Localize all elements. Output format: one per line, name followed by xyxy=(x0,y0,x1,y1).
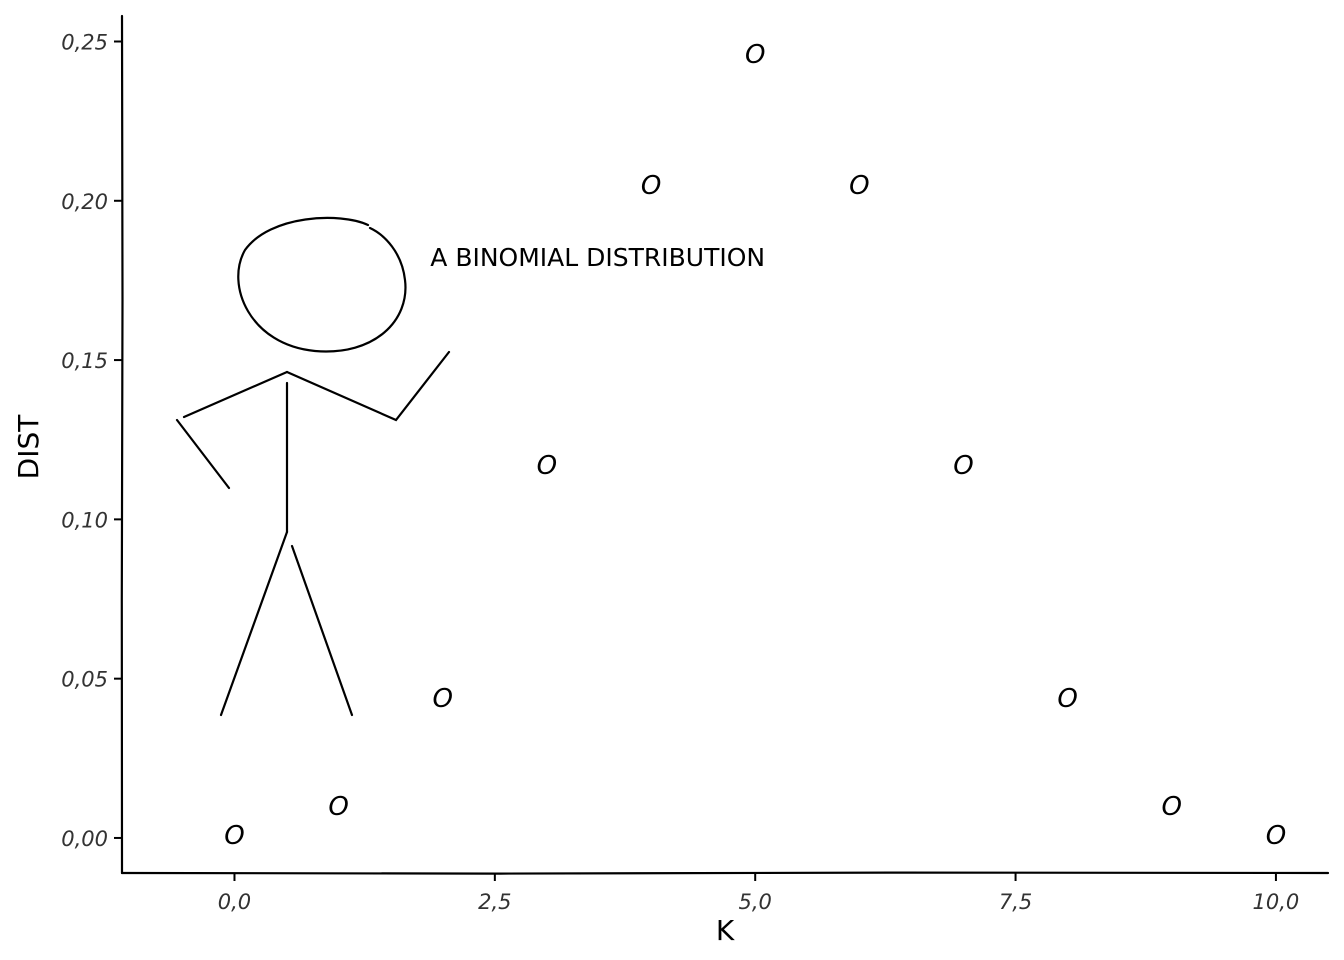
annotation-text: A BINOMIAL DISTRIBUTION xyxy=(430,243,765,272)
data-point: O xyxy=(1162,792,1182,822)
y-tick-label: 0,20 xyxy=(61,190,108,214)
data-point: O xyxy=(953,451,973,481)
data-point: O xyxy=(745,40,765,70)
y-tick-label: 0,05 xyxy=(61,668,108,692)
x-tick-label: 10,0 xyxy=(1253,890,1300,914)
y-tick-label: 0,15 xyxy=(61,349,108,373)
data-point: O xyxy=(537,451,557,481)
y-axis-line xyxy=(120,14,124,875)
data-point: O xyxy=(433,684,453,714)
axes xyxy=(120,14,1330,875)
y-tick-label: 0,10 xyxy=(61,508,108,532)
data-point: O xyxy=(641,171,661,201)
y-axis-title: DIST xyxy=(12,414,45,480)
x-axis-title: K xyxy=(716,914,735,947)
x-tick-label: 7,5 xyxy=(999,890,1032,914)
data-points: O O O O O O O O O O O xyxy=(224,40,1286,851)
stick-figure-illustration xyxy=(175,216,451,717)
stick-figure-head xyxy=(237,216,407,353)
data-point: O xyxy=(849,171,869,201)
data-point: O xyxy=(224,821,244,851)
x-axis-line xyxy=(120,871,1330,875)
stick-figure-right-arm xyxy=(285,350,451,422)
stick-figure-right-leg xyxy=(290,544,354,717)
y-ticks: 0,00 0,05 0,10 0,15 0,20 0,25 xyxy=(61,30,122,851)
y-tick-label: 0,00 xyxy=(61,827,108,851)
x-tick-label: 5,0 xyxy=(738,890,771,914)
stick-figure-left-leg xyxy=(219,530,289,717)
data-point: O xyxy=(1057,684,1077,714)
stick-figure-left-arm xyxy=(175,370,289,490)
x-tick-label: 2,5 xyxy=(478,890,511,914)
y-tick-label: 0,25 xyxy=(61,30,108,54)
x-tick-label: 0,0 xyxy=(218,890,251,914)
data-point: O xyxy=(1266,821,1286,851)
x-ticks: 0,0 2,5 5,0 7,5 10,0 xyxy=(218,873,1300,914)
data-point: O xyxy=(328,792,348,822)
